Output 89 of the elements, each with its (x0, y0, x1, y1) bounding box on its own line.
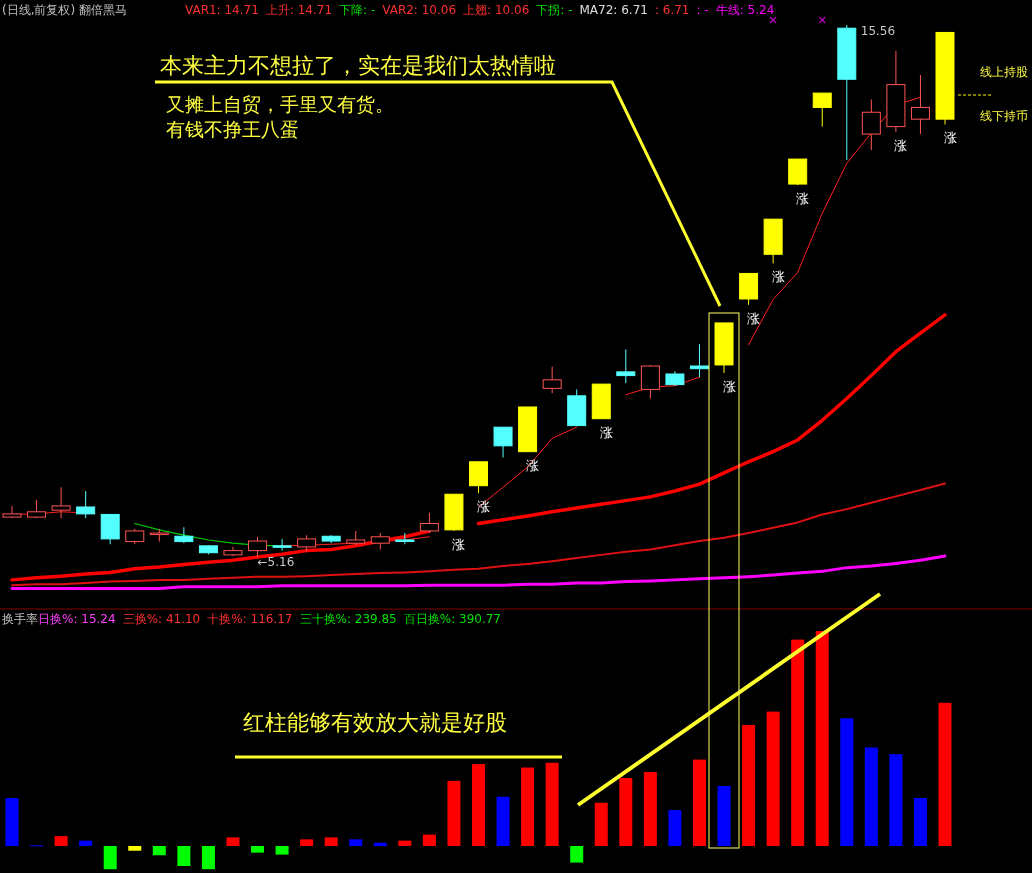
text: 涨 (943, 130, 957, 146)
bar (373, 842, 387, 846)
text: 涨 (894, 137, 908, 153)
candlestick (76, 490, 96, 519)
bar (275, 846, 289, 855)
text: 涨 (599, 424, 613, 440)
text: 三十换%: 239.85 (299, 612, 397, 626)
candlestick (2, 505, 22, 519)
text: 日换%: 15.24 (38, 612, 116, 626)
bar (521, 767, 535, 846)
bar (398, 840, 412, 846)
bar (103, 846, 117, 870)
text: : - (696, 3, 709, 17)
bar (594, 802, 608, 846)
bar (5, 798, 19, 846)
candlestick (493, 426, 513, 459)
candlestick (812, 92, 832, 128)
candlestick (910, 74, 930, 135)
text: 线上持股 (980, 65, 1028, 79)
bar (152, 846, 166, 856)
chart-title: 换手率 (2, 612, 38, 626)
bar (864, 747, 878, 846)
bar (79, 840, 93, 846)
bar (791, 639, 805, 846)
text: 三换%: 41.10 (122, 612, 201, 626)
candlestick (542, 366, 562, 394)
text: : 6.71 (654, 3, 690, 17)
bar (472, 764, 485, 846)
bar (128, 846, 142, 851)
candlestick (861, 98, 881, 151)
bar (201, 846, 215, 870)
candlestick (248, 536, 268, 558)
candlestick (640, 364, 660, 399)
annotation: ←5.16 (257, 555, 295, 569)
text: 涨 (526, 457, 540, 473)
candlestick (51, 486, 71, 519)
bar (349, 839, 363, 846)
bar (619, 778, 633, 846)
text: VAR1: 14.71 (185, 3, 259, 17)
candlestick (272, 538, 292, 552)
candlestick (616, 349, 636, 384)
bar (668, 810, 682, 846)
bar (54, 836, 68, 846)
bar (815, 631, 829, 846)
bar (251, 846, 265, 853)
candlestick (174, 526, 194, 544)
candlestick (469, 461, 488, 494)
bar (742, 724, 756, 846)
bar (913, 798, 927, 846)
annotation: 红柱能够有效放大就是好股 (243, 710, 507, 735)
text: 涨 (796, 191, 810, 207)
bar (717, 786, 731, 846)
text: 百日换%: 390.77 (403, 612, 501, 626)
text: 线下持币 (980, 109, 1028, 123)
bar (177, 846, 191, 866)
bar (447, 780, 461, 846)
bar (226, 837, 240, 846)
bar (643, 772, 657, 846)
annotation: 有钱不挣王八蛋 (166, 118, 299, 140)
text: 下拐: - (536, 3, 573, 17)
text: 上升: 14.71 (265, 3, 333, 17)
bar (766, 711, 780, 846)
text: 牛线: 5.24 (715, 3, 775, 17)
bar (840, 718, 854, 846)
candlestick (689, 343, 709, 378)
text: 涨 (771, 269, 785, 285)
bar (496, 796, 510, 846)
text: 涨 (747, 310, 761, 326)
bar (545, 762, 559, 846)
text: 上翘: 10.06 (463, 3, 530, 17)
annotation: 15.56 (860, 24, 896, 38)
candlestick (419, 512, 439, 534)
text: 涨 (452, 536, 466, 552)
bar (692, 759, 706, 846)
annotation: 本来主力不想拉了，实在是我们太热情啦 (160, 53, 556, 78)
annotation: 又摊上自贸，手里又有货。 (166, 93, 394, 115)
chart-title: (日线,前复权) 翻倍黑马 (2, 3, 127, 17)
text: VAR2: 10.06 (382, 3, 457, 17)
bar (422, 834, 436, 846)
text: 涨 (477, 499, 490, 515)
text: 涨 (722, 378, 736, 394)
bar (300, 839, 314, 846)
bar (938, 702, 952, 846)
bar (889, 754, 903, 846)
text: 十换%: 116.17 (207, 612, 293, 626)
bar (570, 846, 584, 863)
text: MA72: 6.71 (579, 3, 648, 17)
bar (324, 837, 338, 846)
text: 下降: - (339, 3, 376, 17)
